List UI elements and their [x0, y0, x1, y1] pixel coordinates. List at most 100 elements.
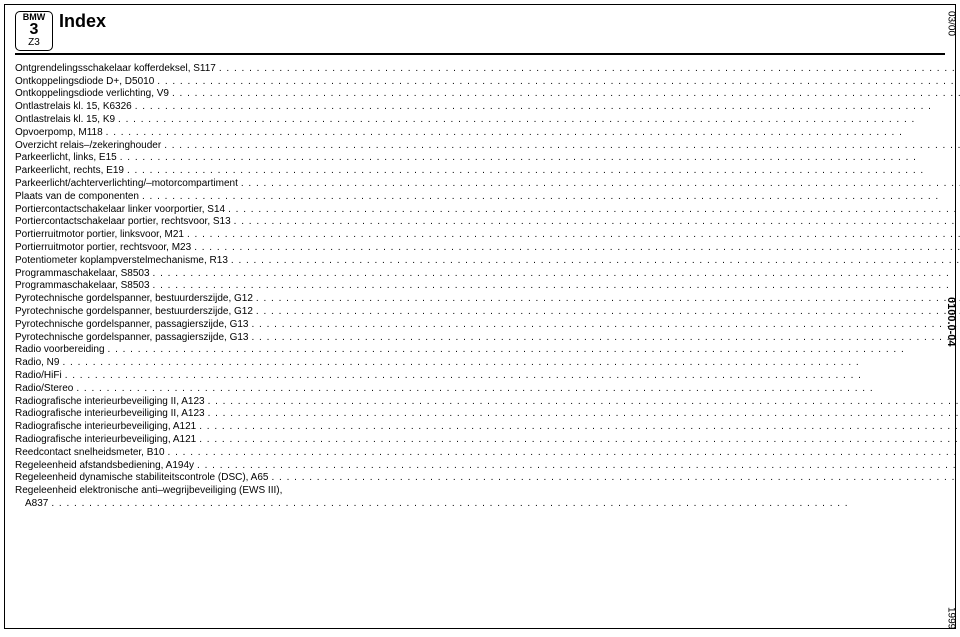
- leader-dots: [118, 114, 960, 127]
- index-label: Ontlastrelais kl. 15, K9: [15, 114, 115, 127]
- leader-dots: [197, 460, 960, 473]
- index-label: Programmaschakelaar, S8503: [15, 268, 150, 281]
- index-row: Pyrotechnische gordelspanner, bestuurder…: [15, 293, 960, 306]
- leader-dots: [157, 76, 960, 89]
- index-label: Radio voorbereiding: [15, 344, 105, 357]
- leader-dots: [199, 421, 960, 434]
- leader-dots: [153, 268, 960, 281]
- leader-dots: [208, 396, 960, 409]
- index-label: Pyrotechnische gordelspanner, bestuurder…: [15, 293, 253, 306]
- index-label: Radiografische interieurbeveiliging, A12…: [15, 421, 196, 434]
- leader-dots: [228, 204, 960, 217]
- page-title: Index: [59, 11, 106, 32]
- index-label: Portiercontactschakelaar linker voorport…: [15, 204, 225, 217]
- index-label: Portierruitmotor portier, linksvoor, M21: [15, 229, 184, 242]
- index-row: A8376135.1: [15, 498, 960, 511]
- index-label: Portiercontactschakelaar portier, rechts…: [15, 216, 231, 229]
- leader-dots: [219, 63, 960, 76]
- badge-series: 3: [16, 23, 52, 37]
- index-row: Ontkoppelingsdiode verlichting, V96314.0…: [15, 88, 960, 101]
- index-row: Radio voorbereiding6510.2: [15, 344, 960, 357]
- index-label: Opvoerpomp, M118: [15, 127, 103, 140]
- index-row: Programmaschakelaar, S85032460.2-03: [15, 280, 960, 293]
- index-label: Regeleenheid elektronische anti–wegrijbe…: [15, 485, 282, 498]
- leader-dots: [168, 447, 960, 460]
- index-label: Plaats van de componenten: [15, 191, 139, 204]
- index-row: Radiografische interieurbeveiliging II, …: [15, 408, 960, 421]
- leader-dots: [271, 472, 960, 485]
- leader-dots: [172, 88, 960, 101]
- index-columns: Ontgrendelingsschakelaar kofferdeksel, S…: [15, 63, 945, 511]
- leader-dots: [256, 306, 960, 319]
- leader-dots: [142, 191, 960, 204]
- index-label: Ontlastrelais kl. 15, K6326: [15, 101, 132, 114]
- index-row: Portiercontactschakelaar portier, rechts…: [15, 216, 960, 229]
- index-row: Opvoerpomp, M1183452.1-01: [15, 127, 960, 140]
- index-label: Radiografische interieurbeveiliging II, …: [15, 408, 205, 421]
- index-row: Ontlastrelais kl. 15, K96424.0: [15, 114, 960, 127]
- index-row: Ontlastrelais kl. 15, K63261210.: [15, 101, 960, 114]
- index-label: Pyrotechnische gordelspanner, passagiers…: [15, 319, 248, 332]
- index-label: Parkeerlicht, links, E15: [15, 152, 117, 165]
- leader-dots: [194, 242, 960, 255]
- index-page: 03/00 0100.0-04 1999 BMW 3 Z3 Index Ontg…: [4, 4, 956, 629]
- index-label: Regeleenheid afstandsbediening, A194y: [15, 460, 194, 473]
- leader-dots: [65, 370, 960, 383]
- index-row: Regeleenheid elektronische anti–wegrijbe…: [15, 485, 960, 498]
- margin-year: 1999: [946, 607, 957, 629]
- badge-model: Z3: [16, 37, 52, 48]
- leader-dots: [76, 383, 960, 396]
- leader-dots: [256, 293, 960, 306]
- leader-dots: [251, 319, 960, 332]
- index-label: Ontgrendelingsschakelaar kofferdeksel, S…: [15, 63, 216, 76]
- index-row: Radio, N96510.: [15, 357, 960, 370]
- leader-dots: [51, 498, 960, 511]
- leader-dots: [108, 344, 960, 357]
- leader-dots: [231, 255, 960, 268]
- index-label: Potentiometer koplampverstelmechanisme, …: [15, 255, 228, 268]
- index-label: Parkeerlicht, rechts, E19: [15, 165, 124, 178]
- index-row: Portierruitmotor portier, linksvoor, M21…: [15, 229, 960, 242]
- index-label: Overzicht relais–/zekeringhouder: [15, 140, 161, 153]
- index-label: Reedcontact snelheidsmeter, B10: [15, 447, 165, 460]
- index-label: Ontkoppelingsdiode D+, D5010: [15, 76, 154, 89]
- index-row: Plaats van de componenten7000.0: [15, 191, 960, 204]
- leader-dots: [187, 229, 960, 242]
- index-label: Programmaschakelaar, S8503: [15, 280, 150, 293]
- index-label: Radio/Stereo: [15, 383, 73, 396]
- leader-dots: [62, 357, 960, 370]
- index-label: A837: [25, 498, 48, 511]
- margin-date: 03/00: [946, 11, 957, 36]
- leader-dots: [241, 178, 960, 191]
- index-row: Parkeerlicht, links, E156314.0-01: [15, 152, 960, 165]
- index-label: Radio, N9: [15, 357, 59, 370]
- index-label: Parkeerlicht/achterverlichting/–motorcom…: [15, 178, 238, 191]
- index-label: Radiografische interieurbeveiliging, A12…: [15, 434, 196, 447]
- index-label: Radiografische interieurbeveiliging II, …: [15, 396, 205, 409]
- index-row: Radio/HiFi6510.1: [15, 370, 960, 383]
- index-row: Radio/Stereo6510.0: [15, 383, 960, 396]
- margin-section: 0100.0-04: [945, 297, 957, 347]
- index-row: Potentiometer koplampverstelmechanisme, …: [15, 255, 960, 268]
- index-row: Parkeerlicht, rechts, E196314.0-01: [15, 165, 960, 178]
- index-label: Pyrotechnische gordelspanner, bestuurder…: [15, 306, 253, 319]
- index-row: Regeleenheid dynamische stabiliteitscont…: [15, 472, 960, 485]
- index-label: Radio/HiFi: [15, 370, 62, 383]
- index-row: Portierruitmotor portier, rechtsvoor, M2…: [15, 242, 960, 255]
- leader-dots: [120, 152, 960, 165]
- index-row: Pyrotechnische gordelspanner, bestuurder…: [15, 306, 960, 319]
- leader-dots: [199, 434, 960, 447]
- leader-dots: [127, 165, 960, 178]
- index-row: Reedcontact snelheidsmeter, B106211.0-03: [15, 447, 960, 460]
- leader-dots: [251, 332, 960, 345]
- index-row: Portiercontactschakelaar linker voorport…: [15, 204, 960, 217]
- model-badge: BMW 3 Z3: [15, 11, 53, 51]
- index-label: Ontkoppelingsdiode verlichting, V9: [15, 88, 169, 101]
- index-row: Parkeerlicht/achterverlichting/–motorcom…: [15, 178, 960, 191]
- index-label: Pyrotechnische gordelspanner, passagiers…: [15, 332, 248, 345]
- leader-dots: [234, 216, 960, 229]
- index-row: Pyrotechnische gordelspanner, passagiers…: [15, 319, 960, 332]
- index-row: Radiografische interieurbeveiliging, A12…: [15, 421, 960, 434]
- side-margin: 03/00 0100.0-04 1999: [945, 11, 957, 629]
- index-row: Programmaschakelaar, S85032460.2-00: [15, 268, 960, 281]
